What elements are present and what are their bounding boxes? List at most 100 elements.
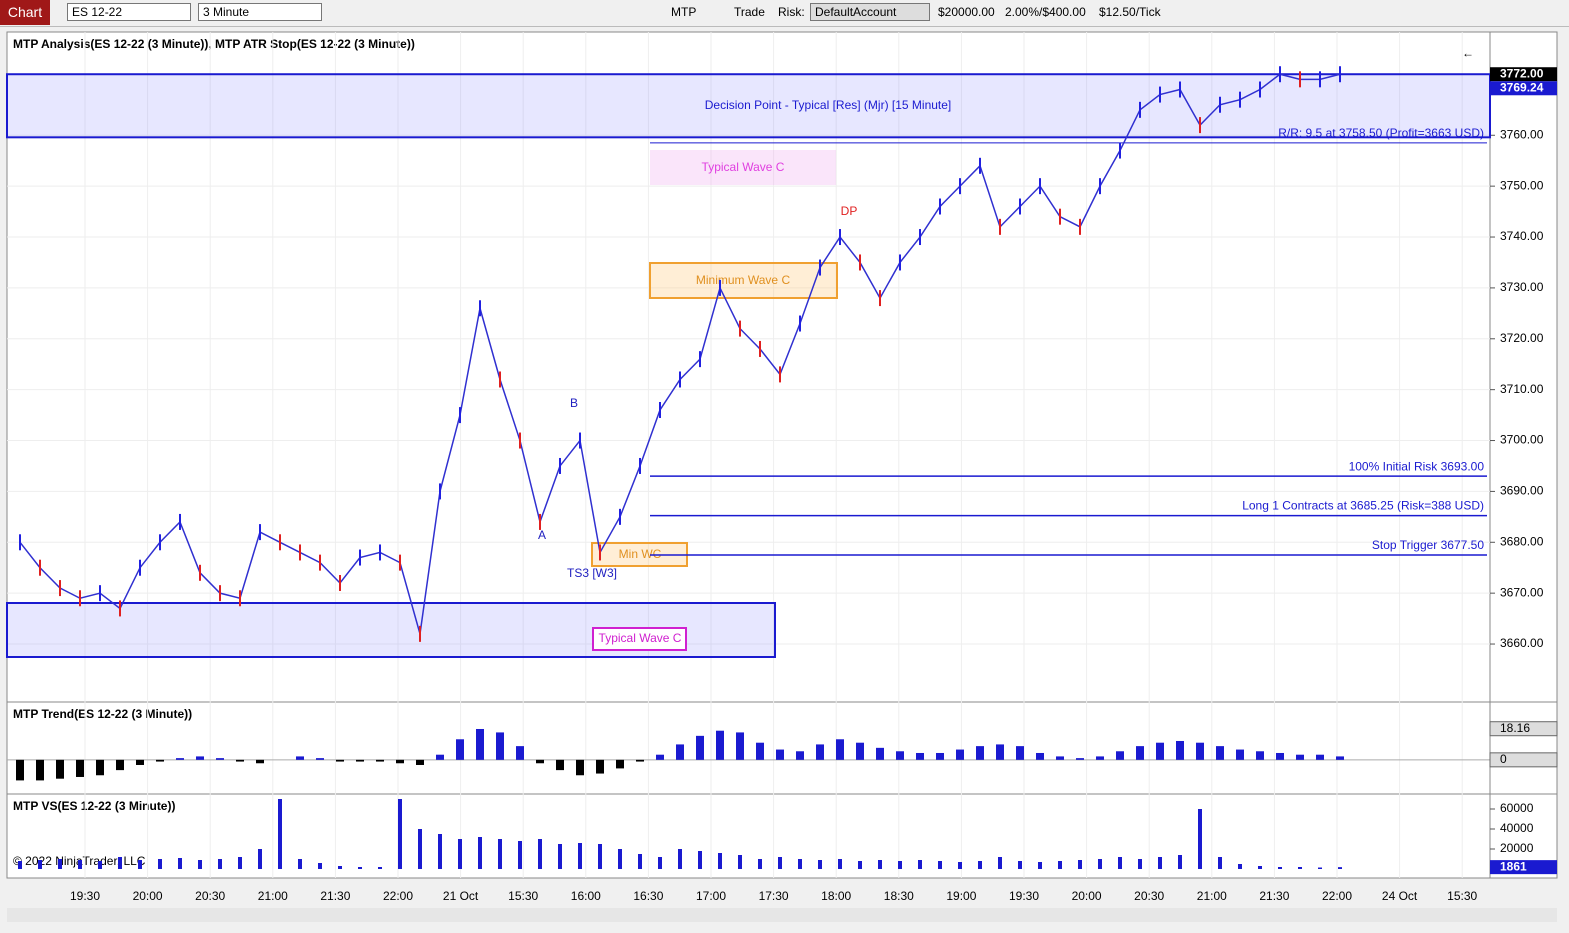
volume-bar — [1178, 855, 1182, 869]
trend-bar — [1156, 742, 1164, 760]
volume-bar — [138, 860, 142, 869]
trend-bar — [636, 759, 644, 762]
mtp-button[interactable]: MTP — [671, 5, 697, 19]
trend-bar — [16, 759, 24, 781]
trend-bar — [236, 759, 244, 762]
wave-label: Min WC — [619, 547, 662, 561]
volume-bar — [778, 857, 782, 869]
volume-bar — [538, 839, 542, 869]
wave-point-label: B — [570, 396, 578, 410]
trend-bar — [556, 759, 564, 771]
trend-bar — [1096, 756, 1104, 760]
trend-bar — [1176, 740, 1184, 760]
trend-bar — [376, 759, 384, 762]
trend-bar — [836, 739, 844, 760]
instrument-select[interactable]: ES 12-22 — [67, 3, 191, 21]
trend-bar — [696, 735, 704, 760]
y-tick-label: 60000 — [1500, 801, 1534, 815]
trend-bar — [136, 759, 144, 765]
trend-bar — [596, 759, 604, 774]
trend-bar — [1016, 746, 1024, 760]
volume-bar — [418, 829, 422, 869]
trend-bar — [996, 744, 1004, 760]
x-tick-label: 22:00 — [1322, 889, 1352, 903]
x-tick-label: 21:00 — [1197, 889, 1227, 903]
x-tick-label: 17:00 — [696, 889, 726, 903]
y-tick-label: 3740.00 — [1500, 229, 1544, 243]
x-tick-label: 21:00 — [258, 889, 288, 903]
price-flag-label: 3769.24 — [1500, 80, 1544, 94]
tick-value: $12.50/Tick — [1099, 5, 1161, 19]
volume-bar — [598, 844, 602, 869]
chart: MTP Analysis(ES 12-22 (3 Minute)), MTP A… — [6, 31, 1558, 922]
volume-bar — [1258, 866, 1262, 869]
price-flag-label: 3772.00 — [1500, 66, 1544, 80]
volume-bar — [118, 857, 122, 869]
volume-bar — [618, 849, 622, 869]
volume-bar — [938, 861, 942, 869]
interval-select[interactable]: 3 Minute — [198, 3, 322, 21]
x-tick-label: 15:30 — [1447, 889, 1477, 903]
volume-bar — [998, 857, 1002, 869]
y-tick-label: 3760.00 — [1500, 127, 1544, 141]
trend-bar — [116, 759, 124, 771]
volume-bar — [718, 853, 722, 869]
level-label: R/R: 9.5 at 3758.50 (Profit=3663 USD) — [1278, 126, 1484, 140]
wave-box — [650, 150, 836, 185]
account-select[interactable]: DefaultAccount — [810, 3, 930, 21]
trend-bar — [296, 756, 304, 760]
chart-area — [6, 31, 1558, 879]
volume-bar — [358, 867, 362, 869]
trend-bar — [1316, 754, 1324, 760]
trend-bar — [756, 742, 764, 760]
trend-bar — [716, 730, 724, 760]
trend-bar — [936, 752, 944, 760]
trend-bar — [1076, 758, 1084, 760]
trend-bar — [456, 739, 464, 760]
risk-label: Risk: — [778, 5, 805, 19]
trend-bar — [1116, 751, 1124, 760]
trend-bar — [776, 749, 784, 760]
wave-label: Minimum Wave C — [696, 273, 791, 287]
volume-bar — [398, 799, 402, 869]
volume-bar — [438, 834, 442, 869]
volume-bar — [878, 860, 882, 869]
level-label: Stop Trigger 3677.50 — [1372, 538, 1484, 552]
trend-bar — [1056, 756, 1064, 760]
x-tick-label: 19:00 — [946, 889, 976, 903]
trend-bar — [876, 747, 884, 760]
y-tick-label: 3730.00 — [1500, 280, 1544, 294]
scrollbar[interactable] — [7, 908, 1557, 922]
volume-bar — [1238, 864, 1242, 869]
y-tick-label: 3660.00 — [1500, 636, 1544, 650]
y-tick-label: 3700.00 — [1500, 433, 1544, 447]
balance: $20000.00 — [938, 5, 995, 19]
volume-bar — [318, 863, 322, 869]
trend-bar — [1336, 756, 1344, 760]
x-tick-label: 20:30 — [195, 889, 225, 903]
volume-bar — [1298, 867, 1302, 869]
trend-bar — [1136, 746, 1144, 760]
trend-bar — [816, 744, 824, 760]
trend-bar — [656, 754, 664, 760]
volume-bar — [18, 861, 22, 869]
wave-point-label: DP — [841, 204, 858, 218]
trade-button[interactable]: Trade — [734, 5, 765, 19]
volume-bar — [478, 837, 482, 869]
trend-bar — [336, 759, 344, 762]
x-tick-label: 16:00 — [571, 889, 601, 903]
trend-bar — [1276, 752, 1284, 760]
chart-tab[interactable]: Chart — [0, 0, 50, 25]
volume-bar — [578, 843, 582, 869]
value-flag — [1489, 721, 1558, 737]
volume-bar — [1318, 867, 1322, 869]
x-tick-label: 20:30 — [1134, 889, 1164, 903]
y-tick-label: 3710.00 — [1500, 382, 1544, 396]
wave-point-label: A — [538, 528, 546, 542]
back-arrow[interactable]: ← — [1462, 46, 1474, 60]
trend-bar — [436, 754, 444, 760]
trend-bar — [196, 756, 204, 760]
volume-bar — [1338, 867, 1342, 869]
volume-bar — [958, 862, 962, 869]
